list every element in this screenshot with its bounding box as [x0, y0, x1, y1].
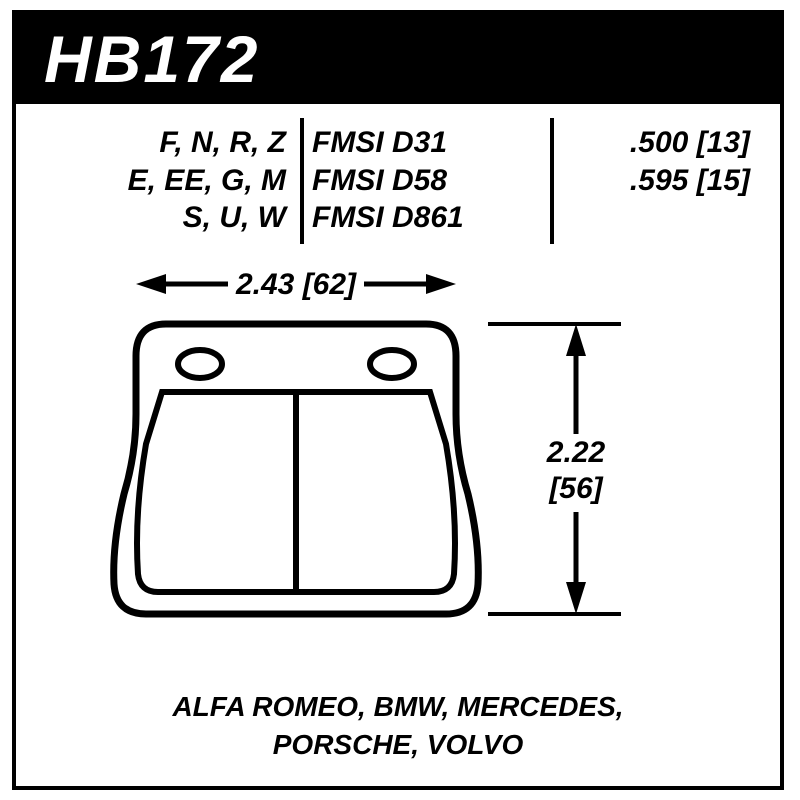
compound-line2: E, EE, G, M	[66, 162, 286, 200]
fmsi-codes: FMSI D31 FMSI D58 FMSI D861	[312, 124, 532, 237]
width-mm: [62]	[302, 268, 357, 301]
info-table: F, N, R, Z E, EE, G, M S, U, W FMSI D31 …	[16, 124, 780, 244]
applications-line2: PORSCHE, VOLVO	[16, 726, 780, 764]
part-number-bar: HB172	[16, 14, 780, 104]
thickness-line2: .595 [15]	[550, 162, 750, 200]
fmsi-line2: FMSI D58	[312, 162, 532, 200]
compound-line3: S, U, W	[66, 199, 286, 237]
height-in: 2.22	[546, 436, 606, 469]
applications-line1: ALFA ROMEO, BMW, MERCEDES,	[16, 688, 780, 726]
width-in: 2.43	[235, 268, 295, 301]
compound-line1: F, N, R, Z	[66, 124, 286, 162]
thickness-spec: .500 [13] .595 [15]	[550, 124, 750, 199]
part-number: HB172	[44, 21, 259, 97]
fmsi-line3: FMSI D861	[312, 199, 532, 237]
svg-text:2.43 [62: 2.43 [62]	[235, 268, 357, 301]
height-mm: [56]	[548, 472, 603, 505]
applications: ALFA ROMEO, BMW, MERCEDES, PORSCHE, VOLV…	[16, 688, 780, 764]
height-dimension: 2.22 [56]	[488, 324, 621, 614]
pad-shape	[114, 324, 479, 614]
thickness-line1: .500 [13]	[550, 124, 750, 162]
fmsi-line1: FMSI D31	[312, 124, 532, 162]
pad-diagram: 2.43 [62] 2.22 [56]	[16, 244, 784, 744]
width-dimension: 2.43 [62]	[136, 268, 456, 301]
compound-codes: F, N, R, Z E, EE, G, M S, U, W	[66, 124, 286, 237]
